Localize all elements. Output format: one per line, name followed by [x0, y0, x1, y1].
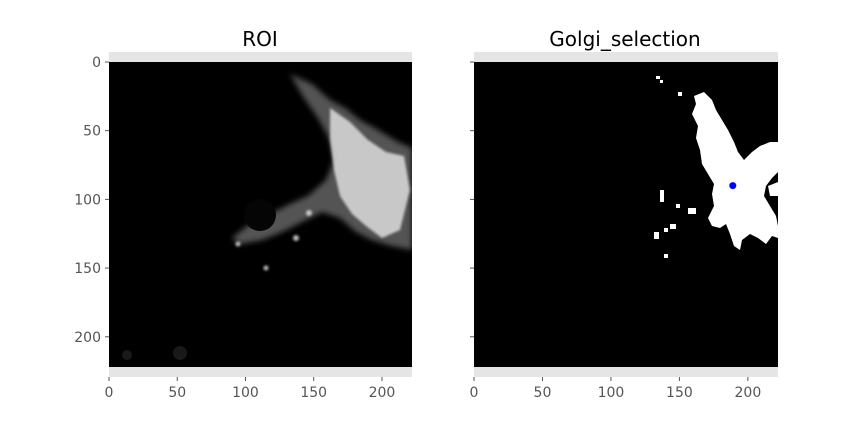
- roi-x-tick-label: 100: [232, 385, 259, 401]
- roi-y-tick-label: 100: [74, 192, 101, 208]
- roi-fluorescence-signal: [122, 74, 412, 360]
- roi-x-axis: 0 50 100 150 200: [105, 377, 396, 401]
- golgi-selection-panel: Golgi_selection 0 50 100 150 200: [470, 27, 778, 401]
- golgi-mask: [654, 76, 778, 258]
- golgi-x-axis: 0 50 100 150 200: [470, 377, 762, 401]
- golgi-x-tick-label: 0: [470, 385, 479, 401]
- roi-dark-spot: [244, 199, 276, 231]
- golgi-x-tick-label: 150: [666, 385, 693, 401]
- golgi-x-tick-label: 100: [598, 385, 625, 401]
- roi-x-tick-label: 150: [300, 385, 327, 401]
- roi-title: ROI: [242, 27, 278, 51]
- roi-y-axis: 0 50 100 150 200: [74, 55, 109, 346]
- roi-panel: ROI 0 50 100 150 200: [74, 27, 412, 401]
- roi-y-tick-label: 150: [74, 261, 101, 277]
- roi-x-tick-label: 0: [105, 385, 114, 401]
- roi-y-tick-label: 0: [92, 55, 101, 71]
- roi-y-tick-label: 50: [83, 124, 101, 140]
- roi-x-tick-label: 50: [168, 385, 186, 401]
- roi-y-tick-label: 200: [74, 330, 101, 346]
- golgi-y-axis: [470, 61, 474, 338]
- roi-x-tick-label: 200: [369, 385, 396, 401]
- golgi-selection-title: Golgi_selection: [549, 27, 700, 51]
- golgi-x-tick-label: 200: [735, 385, 762, 401]
- golgi-x-tick-label: 50: [534, 385, 552, 401]
- golgi-centroid-marker: [729, 182, 737, 190]
